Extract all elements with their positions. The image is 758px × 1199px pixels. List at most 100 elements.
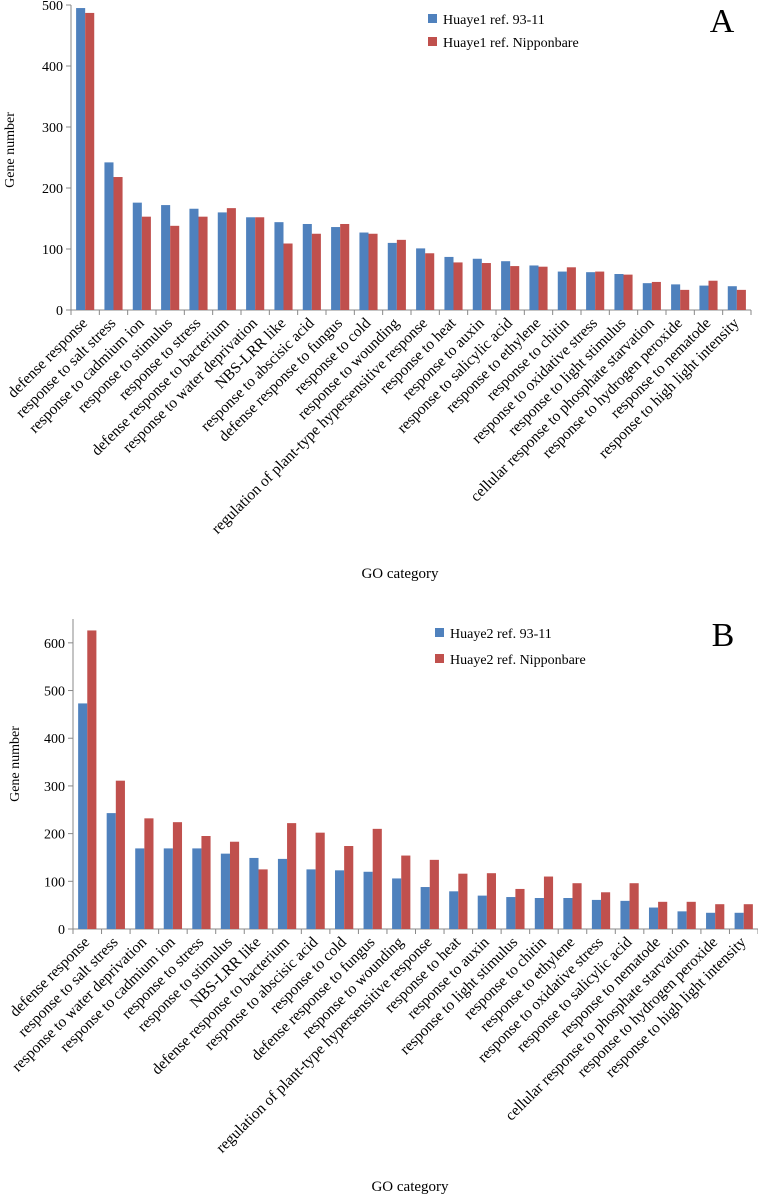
x-axis-title: GO category — [361, 566, 439, 582]
bar-ref-9311 — [671, 284, 681, 310]
legend-label: Huaye2 ref. 93-11 — [450, 627, 552, 642]
bar-ref-nipponbare — [743, 904, 753, 929]
panel-label: A — [710, 3, 735, 40]
legend-label: Huaye2 ref. Nipponbare — [450, 653, 586, 668]
bar-ref-9311 — [591, 899, 602, 929]
bar-ref-nipponbare — [486, 873, 496, 929]
bar-ref-9311 — [449, 891, 459, 929]
bar-ref-9311 — [642, 283, 652, 310]
y-tick-label: 100 — [42, 243, 63, 258]
bar-ref-9311 — [306, 869, 316, 929]
bar-ref-9311 — [392, 878, 402, 929]
bar-ref-9311 — [192, 848, 202, 929]
bar-ref-nipponbare — [283, 243, 293, 310]
bar-ref-nipponbare — [623, 274, 633, 310]
bar-ref-9311 — [699, 285, 709, 310]
bar-ref-9311 — [363, 871, 373, 929]
bar-ref-nipponbare — [686, 901, 696, 929]
bar-ref-9311 — [420, 887, 430, 929]
bar-ref-nipponbare — [226, 208, 236, 310]
bar-ref-nipponbare — [258, 869, 268, 929]
bar-ref-nipponbare — [458, 873, 468, 929]
bar-ref-9311 — [249, 857, 259, 929]
bar-ref-9311 — [106, 813, 116, 929]
bar-ref-nipponbare — [515, 888, 525, 929]
bar-ref-nipponbare — [311, 233, 321, 310]
bar-ref-9311 — [387, 242, 397, 310]
bar-ref-9311 — [727, 286, 737, 310]
bar-ref-nipponbare — [198, 216, 208, 310]
bar-ref-nipponbare — [396, 239, 406, 310]
bar-ref-nipponbare — [372, 828, 382, 929]
bar-ref-9311 — [734, 912, 744, 929]
y-axis-title: Gene number — [3, 112, 18, 188]
y-tick-label: 400 — [44, 732, 65, 747]
bar-ref-nipponbare — [429, 859, 439, 929]
y-tick-label: 0 — [58, 923, 65, 938]
bar-ref-9311 — [529, 265, 539, 310]
bar-ref-9311 — [104, 162, 114, 310]
legend-swatch — [435, 654, 444, 663]
bar-ref-nipponbare — [715, 904, 725, 929]
bar-ref-9311 — [302, 223, 312, 310]
bar-ref-nipponbare — [481, 263, 491, 310]
bar-ref-nipponbare — [368, 233, 378, 310]
bar-ref-9311 — [132, 202, 142, 310]
bar-ref-9311 — [557, 271, 567, 310]
bar-ref-9311 — [246, 217, 256, 310]
bar-ref-nipponbare — [538, 266, 548, 310]
y-tick-label: 400 — [42, 60, 63, 75]
bar-ref-nipponbare — [572, 883, 582, 929]
bar-ref-9311 — [563, 898, 573, 929]
bar-ref-9311 — [78, 703, 88, 929]
legend-swatch — [435, 628, 444, 637]
bar-ref-nipponbare — [736, 289, 746, 310]
y-tick-label: 300 — [42, 121, 63, 136]
legend: Huaye1 ref. 93-11 Huaye1 ref. Nipponbare — [428, 13, 579, 51]
bar-ref-nipponbare — [453, 262, 463, 310]
bar-ref-9311 — [335, 870, 345, 929]
bar-ref-nipponbare — [340, 223, 350, 310]
bar-ref-nipponbare — [401, 855, 411, 929]
bar-ref-9311 — [331, 227, 341, 310]
bar-ref-9311 — [706, 912, 716, 929]
bar-ref-9311 — [477, 895, 487, 929]
bar-ref-nipponbare — [85, 12, 95, 311]
bar-ref-nipponbare — [287, 823, 297, 929]
bar-ref-nipponbare — [344, 846, 354, 929]
bar-ref-nipponbare — [170, 225, 180, 310]
bar-ref-nipponbare — [115, 780, 125, 929]
bar-ref-nipponbare — [87, 630, 97, 929]
bar-ref-nipponbare — [141, 216, 151, 310]
bar-ref-9311 — [135, 848, 145, 929]
bar-ref-nipponbare — [543, 876, 554, 929]
bar-ref-nipponbare — [201, 836, 211, 929]
y-tick-label: 0 — [56, 304, 63, 319]
y-tick-label: 100 — [44, 875, 65, 890]
bar-ref-9311 — [501, 261, 511, 310]
bar-ref-nipponbare — [255, 217, 265, 310]
bar-ref-9311 — [416, 248, 426, 310]
bar-ref-nipponbare — [113, 177, 123, 310]
bar-ref-9311 — [534, 898, 544, 929]
bar-ref-9311 — [586, 272, 596, 310]
bar-ref-nipponbare — [595, 271, 605, 310]
bar-ref-nipponbare — [229, 841, 240, 929]
bar-ref-nipponbare — [708, 280, 718, 310]
bar-ref-9311 — [277, 858, 288, 929]
legend-swatch — [428, 37, 437, 46]
bar-ref-nipponbare — [629, 883, 639, 929]
bar-ref-nipponbare — [172, 822, 183, 929]
panel-label: B — [712, 617, 735, 654]
bar-ref-9311 — [76, 8, 86, 311]
bar-ref-nipponbare — [658, 901, 668, 929]
x-axis-title: GO category — [371, 1179, 449, 1195]
bar-ref-9311 — [506, 897, 516, 929]
bar-ref-9311 — [189, 208, 199, 310]
bar-ref-9311 — [444, 256, 454, 310]
bar-ref-nipponbare — [510, 266, 520, 310]
bar-ref-9311 — [220, 853, 230, 929]
